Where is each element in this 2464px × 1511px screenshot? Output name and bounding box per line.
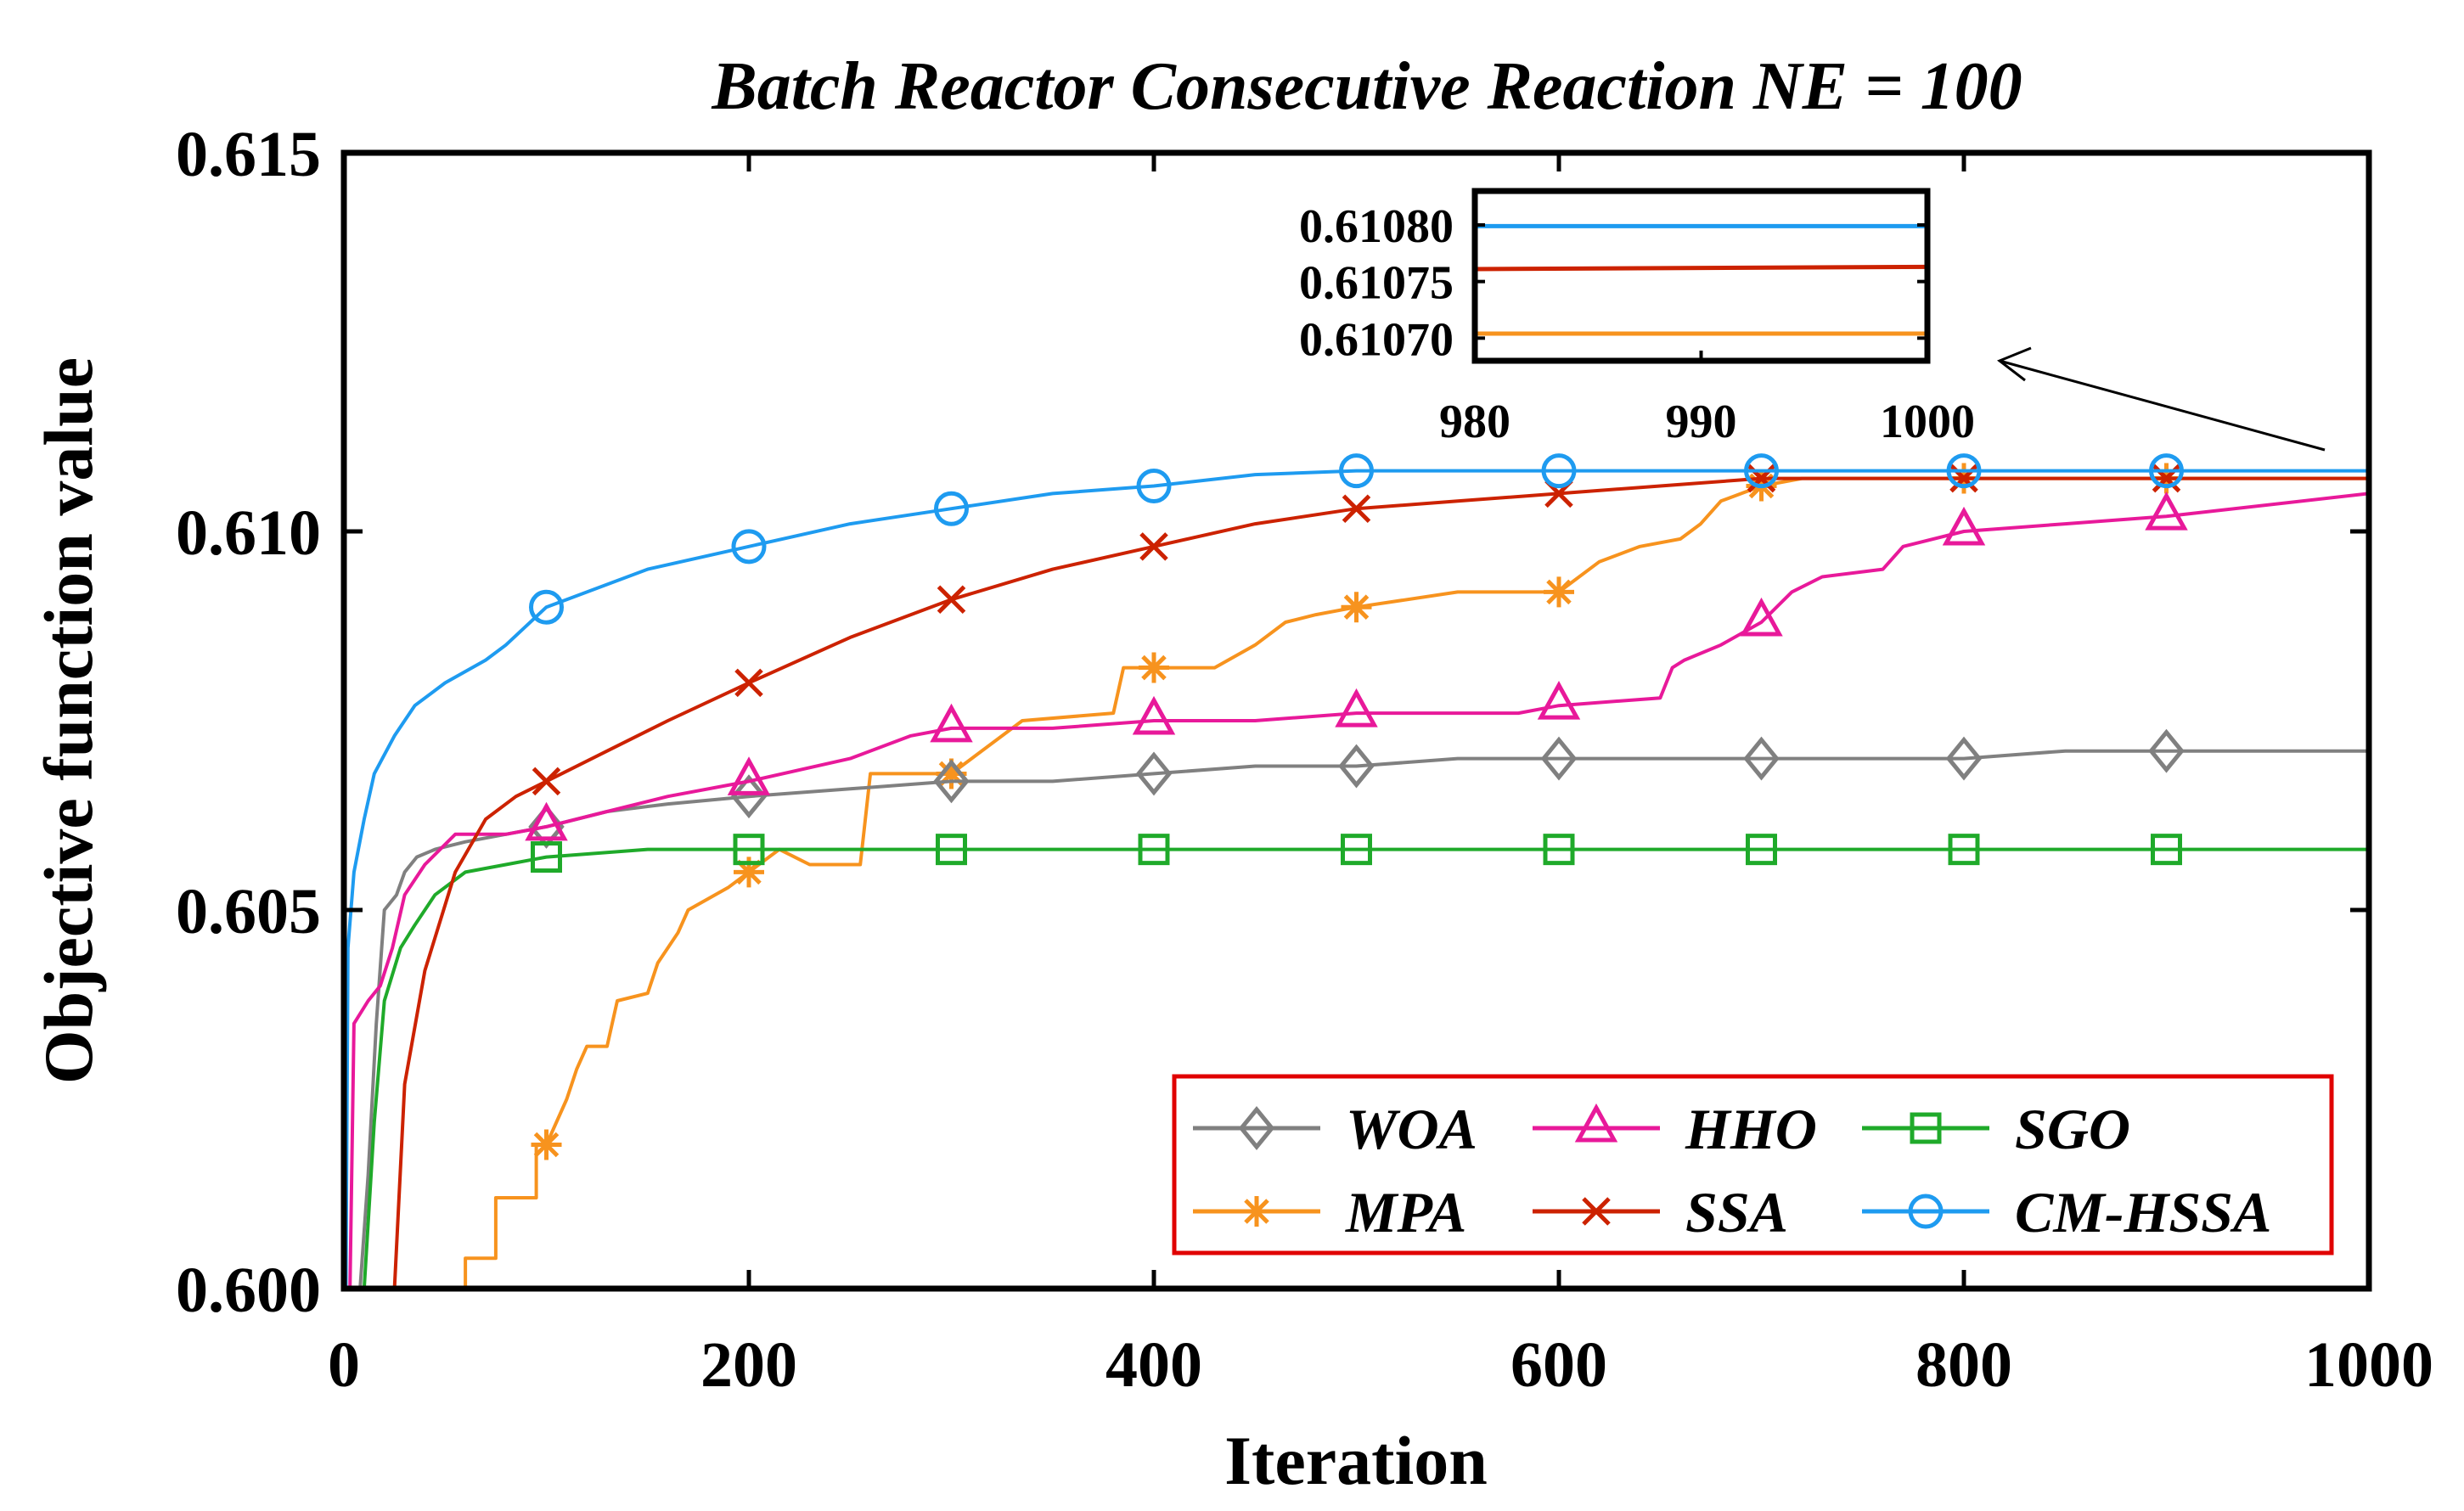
data-point xyxy=(1342,592,1372,622)
y-tick-label: 0.610 xyxy=(176,497,321,569)
data-point xyxy=(1139,653,1169,683)
inset-y-tick-label: 0.61080 xyxy=(1299,200,1454,253)
inset-x-tick-label: 990 xyxy=(1666,396,1737,448)
legend-label: HHO xyxy=(1685,1097,1817,1161)
inset-y-tick-label: 0.61075 xyxy=(1299,257,1454,310)
x-axis-label: Iteration xyxy=(1224,1422,1488,1499)
y-tick-label: 0.615 xyxy=(176,119,321,190)
inset-x-tick-label: 980 xyxy=(1439,396,1510,448)
chart-title: Batch Reactor Consecutive Reaction NE = … xyxy=(711,49,2022,124)
x-tick-label: 400 xyxy=(1105,1329,1202,1401)
legend-marker xyxy=(1241,1196,1272,1227)
x-tick-label: 800 xyxy=(1916,1329,2012,1401)
y-tick-label: 0.605 xyxy=(176,876,321,947)
x-tick-label: 1000 xyxy=(2304,1329,2433,1401)
legend-label: CM-HSSA xyxy=(2015,1180,2271,1244)
data-point xyxy=(532,1130,562,1160)
legend-label: WOA xyxy=(1346,1097,1477,1161)
y-axis-label: Objective function value xyxy=(30,357,107,1084)
legend: WOA HHO SGO MPA SSA CM-HSSA xyxy=(1174,1076,2332,1253)
inset-y-tick-label: 0.61070 xyxy=(1299,313,1454,366)
chart: Batch Reactor Consecutive Reaction NE = … xyxy=(0,0,2464,1511)
inset-series-ssa xyxy=(1475,267,1927,269)
x-tick-label: 0 xyxy=(328,1329,360,1401)
x-tick-label: 600 xyxy=(1510,1329,1607,1401)
x-tick-label: 200 xyxy=(700,1329,797,1401)
legend-label: SSA xyxy=(1685,1180,1788,1244)
y-tick-label: 0.600 xyxy=(176,1255,321,1326)
data-point xyxy=(1544,576,1574,607)
legend-label: SGO xyxy=(2015,1097,2130,1161)
inset-x-tick-label: 1000 xyxy=(1880,396,1975,448)
legend-label: MPA xyxy=(1345,1180,1466,1244)
